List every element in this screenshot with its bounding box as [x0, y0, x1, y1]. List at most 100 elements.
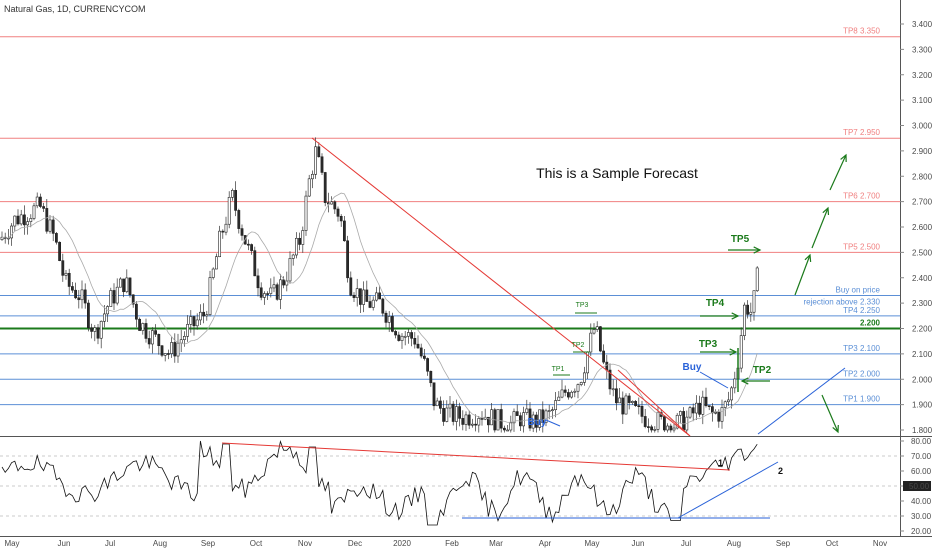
candle-down [250, 244, 254, 251]
candle-down [650, 426, 654, 431]
annotations: TP5 TP4 TP3 TP2 Buy Buy TP1 TP2 TP3 [528, 153, 847, 434]
tp3-label: TP3 [699, 339, 718, 350]
candle-up [573, 390, 577, 393]
candle-up [557, 396, 561, 401]
candle-down [566, 392, 570, 398]
candle-down [339, 216, 343, 222]
time-tick-label: Jun [58, 539, 71, 548]
candle-up [752, 290, 756, 313]
candle-down [422, 355, 426, 359]
candle-up [582, 372, 586, 383]
candle-up [93, 327, 97, 332]
candle-down [397, 334, 401, 341]
candle-up [115, 286, 119, 304]
candle-up [119, 278, 122, 288]
candle-up [285, 280, 289, 286]
candle-up [611, 388, 615, 391]
buy-left-arrow [545, 419, 561, 427]
time-tick-label: Aug [153, 539, 167, 548]
candle-up [288, 258, 292, 282]
forecast-arrow-down [821, 394, 839, 433]
time-tick-label: Sep [776, 539, 791, 548]
candle-down [16, 215, 20, 225]
time-tick-label: Mar [489, 539, 503, 548]
candle-down [333, 201, 337, 210]
candle-down [336, 208, 340, 217]
candle-up [176, 342, 180, 357]
candle-up [688, 407, 692, 418]
candle-up [262, 293, 266, 298]
candle-down [534, 414, 538, 428]
candle-down [432, 382, 436, 407]
time-tick-label: Nov [298, 539, 312, 548]
candle-down [247, 243, 250, 246]
candle-up [694, 402, 698, 414]
candle-down [480, 418, 484, 420]
time-tick-label: Jul [105, 539, 115, 548]
candle-down [298, 237, 302, 245]
candle-up [294, 237, 298, 256]
candle-down [442, 408, 446, 422]
candles [0, 137, 759, 433]
tp4-label: TP4 [706, 298, 725, 309]
candle-down [275, 284, 279, 300]
candle-down [541, 409, 545, 423]
rsi-tick-label: 40.00 [911, 497, 932, 506]
candle-down [746, 304, 750, 315]
candle-down [384, 312, 388, 323]
candle-up [547, 410, 551, 412]
candle-down [74, 289, 78, 299]
price-tick-label: 3.000 [912, 122, 932, 131]
candle-down [58, 241, 62, 261]
candle-up [269, 287, 273, 294]
price-tick-label: 1.800 [912, 426, 932, 435]
price-tick-label: 2.400 [912, 274, 932, 283]
candle-down [282, 279, 286, 286]
candle-up [291, 254, 295, 259]
candle-up [589, 332, 593, 353]
candle-down [317, 146, 321, 158]
candle-down [467, 414, 471, 426]
candle-up [666, 425, 670, 431]
candle-down [474, 423, 478, 426]
candle-up [13, 215, 17, 227]
level-label: TP6 2.700 [843, 192, 880, 201]
rsi-trendline-red [221, 442, 731, 471]
candle-up [109, 290, 113, 307]
rsi-value-badge [903, 481, 931, 491]
candle-up [560, 389, 564, 398]
candle-up [531, 414, 535, 429]
price-tick-label: 2.100 [912, 350, 932, 359]
candle-up [630, 401, 634, 403]
rsi-line [1, 440, 758, 526]
candle-down [429, 370, 433, 384]
rsi-mark-1: 1 [718, 458, 723, 468]
price-tick-label: 2.000 [912, 375, 932, 384]
candle-down [154, 330, 158, 335]
price-tick-label: 2.200 [912, 325, 932, 334]
candle-up [576, 384, 580, 392]
time-tick-label: Jun [632, 539, 645, 548]
forecast-annotation: This is a Sample Forecast [536, 165, 698, 181]
candle-up [624, 395, 628, 415]
candle-up [151, 330, 154, 345]
rsi-mark-2: 2 [778, 466, 783, 476]
candle-up [99, 320, 103, 339]
candle-down [135, 303, 138, 320]
candle-down [352, 294, 356, 298]
level-label: TP3 2.100 [843, 344, 880, 353]
candle-up [227, 197, 231, 225]
price-tick-label: 2.800 [912, 172, 932, 181]
candle-down [202, 311, 206, 317]
candle-up [371, 299, 375, 308]
moving-average-line [1, 192, 758, 425]
candle-up [550, 409, 554, 412]
price-tick-label: 3.200 [912, 71, 932, 80]
buy-arrow-line [699, 371, 729, 389]
candle-up [512, 411, 516, 424]
candle-down [77, 297, 81, 301]
candle-up [10, 225, 14, 239]
candle-up [675, 414, 679, 429]
candle-down [426, 358, 430, 372]
